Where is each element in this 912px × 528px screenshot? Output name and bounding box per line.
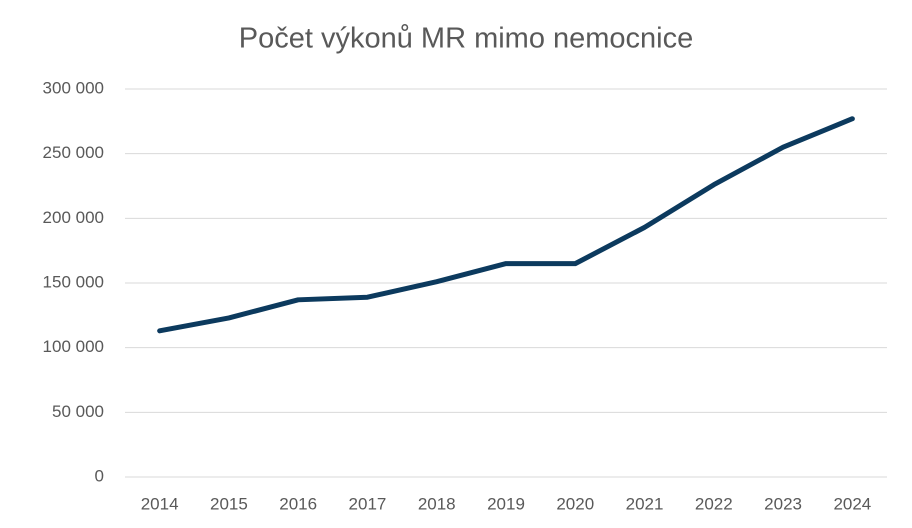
x-tick-label: 2023 [764, 494, 802, 513]
x-tick-label: 2018 [418, 494, 456, 513]
y-tick-label: 50 000 [52, 402, 104, 421]
y-tick-label: 0 [95, 466, 104, 485]
x-tick-label: 2019 [487, 494, 525, 513]
x-tick-label: 2014 [141, 494, 179, 513]
x-tick-label: 2024 [833, 494, 871, 513]
x-tick-label: 2016 [279, 494, 317, 513]
data-line [157, 116, 855, 334]
x-tick-label: 2022 [695, 494, 733, 513]
x-tick-label: 2021 [626, 494, 664, 513]
y-tick-label: 100 000 [43, 337, 104, 356]
x-tick-label: 2017 [349, 494, 387, 513]
y-tick-label: 150 000 [43, 272, 104, 291]
chart-title: Počet výkonů MR mimo nemocnice [239, 23, 694, 55]
x-tick-label: 2015 [210, 494, 248, 513]
y-tick-label: 300 000 [43, 78, 104, 97]
x-tick-label: 2020 [556, 494, 594, 513]
y-tick-label: 250 000 [43, 143, 104, 162]
y-tick-label: 200 000 [43, 208, 104, 227]
